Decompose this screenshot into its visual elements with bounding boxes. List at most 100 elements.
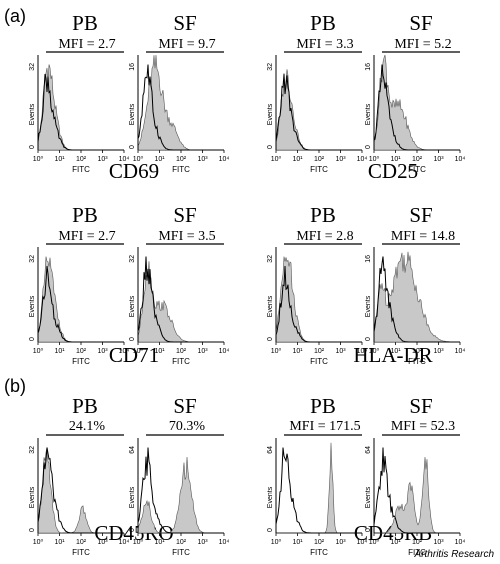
x-tick-label: 10⁴ [455, 539, 466, 546]
sample-label: PB [310, 394, 336, 418]
sample-label: SF [173, 203, 196, 227]
x-tick-label: 10⁴ [357, 156, 368, 163]
x-tick-label: 10⁴ [119, 348, 130, 355]
test-histogram [276, 442, 362, 534]
x-tick-label: 10¹ [54, 348, 65, 355]
marker-label: CD25 [368, 159, 418, 183]
x-tick-label: 10¹ [292, 539, 303, 546]
y-max-tick: 32 [129, 255, 136, 263]
x-tick-label: 10² [176, 539, 187, 546]
x-tick-label: 10⁰ [133, 538, 144, 546]
y-max-tick: 32 [29, 255, 36, 263]
y-zero-tick: 0 [129, 528, 136, 532]
sample-label: SF [409, 203, 432, 227]
y-zero-tick: 0 [267, 337, 274, 341]
x-tick-label: 10⁰ [271, 538, 282, 546]
x-tick-label: 10⁴ [219, 156, 230, 163]
control-histogram [137, 447, 224, 534]
x-tick-label: 10² [76, 539, 87, 546]
y-axis-label: Events [365, 295, 372, 317]
y-zero-tick: 0 [29, 337, 36, 341]
sample-label: SF [173, 11, 196, 35]
y-max-tick: 16 [365, 255, 372, 263]
x-tick-label: 10³ [433, 539, 444, 546]
x-tick-label: 10¹ [390, 156, 401, 163]
x-axis-label: FITC [310, 548, 328, 557]
sample-label: PB [72, 11, 98, 35]
x-tick-label: 10⁰ [369, 347, 380, 355]
control-histogram [37, 265, 124, 343]
x-axis-label: FITC [310, 357, 328, 366]
y-max-tick: 64 [267, 446, 274, 454]
x-tick-label: 10¹ [154, 539, 165, 546]
histogram-panels: (a) CD69 CD25 PB MFI = 2.7 32 0 Events 10⁰ 10¹ 10²… [4, 6, 465, 557]
stat-label: MFI = 52.3 [391, 419, 455, 434]
control-histogram [37, 73, 124, 151]
x-axis-label: FITC [72, 165, 90, 174]
panel-letter: (a) [4, 6, 26, 26]
sample-label: PB [310, 203, 336, 227]
y-zero-tick: 0 [267, 145, 274, 149]
y-axis-label: Events [129, 486, 136, 508]
y-zero-tick: 0 [365, 145, 372, 149]
y-zero-tick: 0 [365, 528, 372, 532]
control-histogram [275, 265, 362, 343]
x-tick-label: 10² [176, 156, 187, 163]
y-axis-label: Events [365, 103, 372, 125]
x-tick-label: 10³ [335, 156, 346, 163]
stat-label: MFI = 3.3 [296, 37, 353, 52]
stat-label: MFI = 171.5 [289, 419, 360, 434]
stat-label: 70.3% [169, 419, 206, 434]
x-tick-label: 10⁴ [219, 348, 230, 355]
stat-label: 24.1% [69, 419, 106, 434]
test-histogram [373, 54, 460, 151]
y-axis-label: Events [267, 103, 274, 125]
x-tick-label: 10¹ [154, 348, 165, 355]
x-tick-label: 10⁴ [455, 156, 466, 163]
x-tick-label: 10² [314, 348, 325, 355]
x-tick-label: 10⁰ [369, 155, 380, 163]
x-axis-label: FITC [72, 548, 90, 557]
x-tick-label: 10⁰ [33, 155, 44, 163]
x-tick-label: 10² [314, 539, 325, 546]
test-histogram [137, 261, 224, 343]
y-zero-tick: 0 [129, 145, 136, 149]
x-tick-label: 10⁴ [357, 348, 368, 355]
y-max-tick: 64 [365, 446, 372, 454]
x-axis-label: FITC [172, 165, 190, 174]
test-histogram [137, 54, 224, 151]
stat-label: MFI = 5.2 [394, 37, 451, 52]
x-tick-label: 10⁰ [271, 155, 282, 163]
y-zero-tick: 0 [365, 337, 372, 341]
x-tick-label: 10³ [433, 156, 444, 163]
stat-label: MFI = 2.7 [58, 229, 115, 244]
y-max-tick: 32 [29, 446, 36, 454]
x-tick-label: 10¹ [54, 156, 65, 163]
x-axis-label: FITC [408, 548, 426, 557]
x-tick-label: 10² [412, 156, 423, 163]
x-tick-label: 10² [314, 156, 325, 163]
y-max-tick: 32 [29, 63, 36, 71]
x-tick-label: 10⁰ [33, 538, 44, 546]
x-axis-label: FITC [310, 165, 328, 174]
x-tick-label: 10² [76, 348, 87, 355]
control-histogram [373, 64, 460, 151]
panel-letter: (b) [4, 376, 26, 396]
x-tick-label: 10³ [97, 348, 108, 355]
y-max-tick: 64 [129, 446, 136, 454]
stat-label: MFI = 3.5 [158, 229, 215, 244]
y-max-tick: 16 [365, 63, 372, 71]
marker-label: CD71 [109, 343, 159, 367]
y-axis-label: Events [129, 103, 136, 125]
x-axis-label: FITC [172, 357, 190, 366]
y-axis-label: Events [267, 486, 274, 508]
y-axis-label: Events [365, 486, 372, 508]
y-zero-tick: 0 [29, 145, 36, 149]
x-tick-label: 10³ [335, 539, 346, 546]
x-tick-label: 10⁰ [133, 347, 144, 355]
sample-label: SF [409, 11, 432, 35]
x-tick-label: 10² [412, 539, 423, 546]
sample-label: SF [409, 394, 432, 418]
x-tick-label: 10¹ [292, 348, 303, 355]
